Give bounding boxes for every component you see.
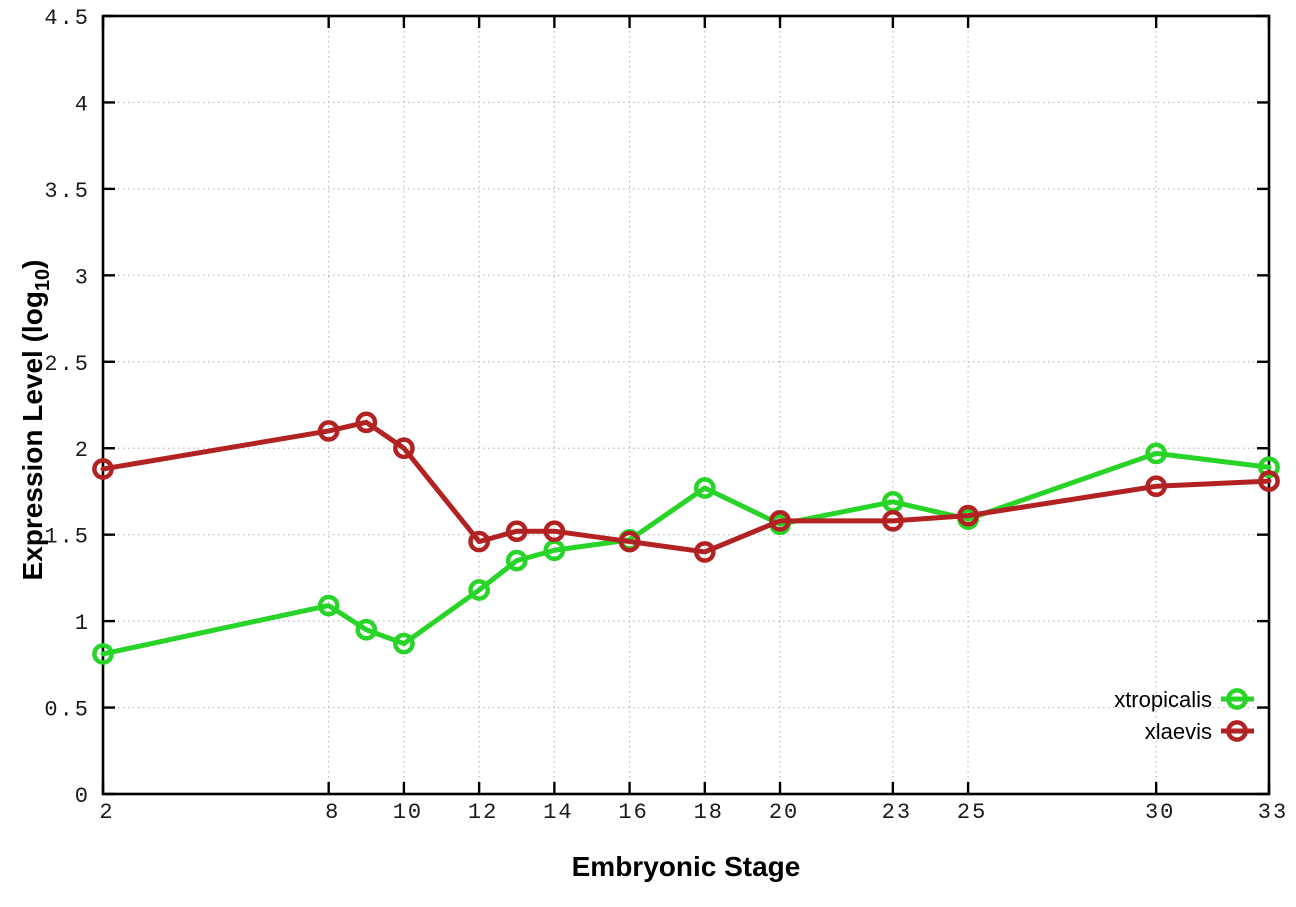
y-tick-label: 1 [75,611,90,636]
legend-sample-marker [1226,688,1248,710]
x-tick-label: 12 [468,800,498,825]
data-point-marker [693,477,716,499]
data-point-marker [1258,470,1280,492]
x-tick-label: 2 [99,800,114,825]
y-tick-label: 3 [75,265,90,290]
data-point-marker [505,520,528,543]
y-tick-label: 2.5 [44,352,90,377]
y-axis-title-close: ) [17,260,48,269]
y-axis-title: Expression Level (log10) [17,260,54,581]
data-point-marker [468,579,490,601]
axis-ticks [101,14,1271,796]
y-tick-label: 0.5 [44,698,90,723]
series-line-xlaevis [100,419,1272,555]
data-point-marker [1145,475,1168,498]
y-tick-label: 3.5 [44,179,90,204]
x-tick-label: 30 [1145,800,1175,825]
legend-item-xtropicalis: xtropicalis [1114,687,1254,712]
series-line-xtropicalis [100,450,1272,657]
data-point-marker [317,420,340,442]
data-point-marker [543,520,566,543]
y-axis-title-subscript: 10 [32,269,54,291]
chart-legend: xtropicalis xlaevis [1114,687,1254,744]
x-tick-label: 20 [769,800,799,825]
x-axis-title: Embryonic Stage [572,851,801,882]
data-point-marker [355,618,378,641]
data-point-marker [92,458,114,480]
x-tick-label: 10 [393,800,423,825]
grid-lines [102,15,1270,795]
data-point-marker [618,530,641,553]
data-point-marker [1258,456,1280,479]
data-point-marker [393,437,415,460]
x-tick-label: 23 [882,800,912,825]
plot-border [101,14,1271,796]
data-point-marker [769,509,791,532]
y-tick-labels: 0 0.5 1 1.5 2 2.5 3 3.5 4 4.5 [44,6,90,809]
x-tick-label: 14 [543,800,573,825]
data-point-marker [393,632,415,655]
series-xtropicalis [92,442,1280,665]
y-tick-label: 2 [75,438,90,463]
x-tick-label: 18 [694,800,724,825]
series-xlaevis [92,411,1280,563]
y-tick-label: 1.5 [44,525,90,550]
legend-sample-marker [1226,720,1248,742]
data-point-marker [355,411,378,434]
legend-label: xlaevis [1145,719,1212,744]
data-point-marker [882,509,904,532]
data-series [92,411,1280,665]
y-axis-title-text: Expression Level (log [17,291,48,580]
x-tick-label: 33 [1258,800,1288,825]
x-tick-label: 8 [325,800,340,825]
data-point-marker [92,643,114,665]
y-tick-label: 4.5 [44,6,90,31]
legend-item-xlaevis: xlaevis [1145,719,1254,744]
x-tick-label: 25 [957,800,987,825]
x-tick-label: 16 [618,800,648,825]
data-point-marker [505,549,528,572]
x-tick-labels: 2 8 10 12 14 16 18 20 23 25 30 33 [99,800,1288,825]
data-point-marker [317,594,340,617]
legend-label: xtropicalis [1114,687,1212,712]
y-tick-label: 4 [75,92,90,117]
data-point-marker [468,530,490,553]
y-tick-label: 0 [75,784,90,809]
data-point-marker [1145,442,1168,465]
data-point-marker [957,504,979,527]
data-point-marker [693,541,716,563]
